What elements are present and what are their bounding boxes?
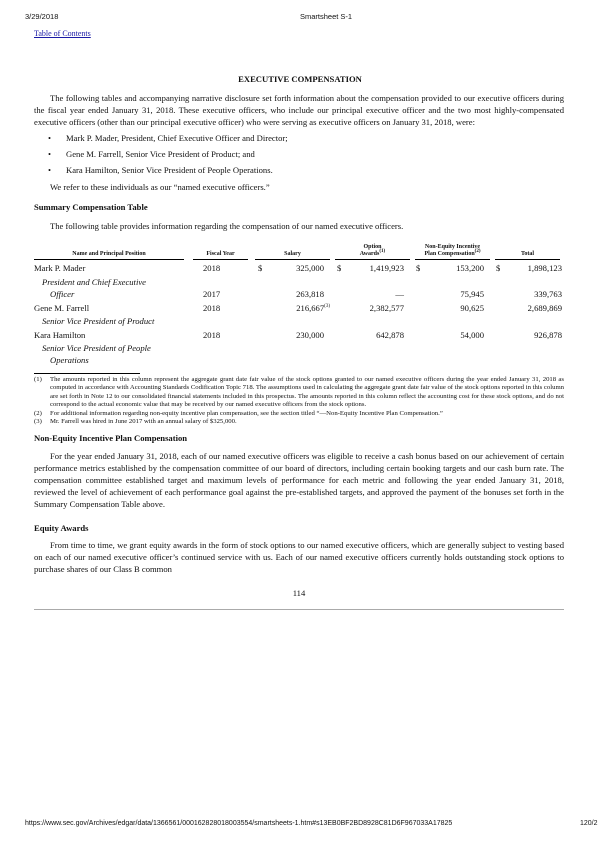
named-officers-note: We refer to these individuals as our “na… [50,182,270,192]
bullet-icon: • [48,165,52,175]
bullet-icon: • [48,149,52,159]
bullet-icon: • [48,133,52,143]
page-divider [34,609,564,611]
equity-heading: Equity Awards [34,523,89,534]
table-of-contents-link[interactable]: Table of Contents [34,29,91,38]
col-header-salary: Salary [255,251,330,260]
footnote-divider [34,373,140,374]
col-header-total: Total [495,251,560,260]
col-header-non-equity: Non-Equity Incentive Plan Compensation(2) [415,244,490,260]
footnote: (3) Mr. Farrell was hired in June 2017 wi… [34,418,237,426]
page-count: 120/2 [580,820,598,827]
col-header-name: Name and Principal Position [34,251,184,260]
salary-with-note: 216,667(3) [296,303,330,313]
page-number: 114 [292,588,306,599]
footnote: (2) For additional information regarding … [34,409,443,417]
summary-intro: The following table provides information… [50,221,404,231]
nei-paragraph: For the year ended January 31, 2018, eac… [34,451,564,510]
page-url: https://www.sec.gov/Archives/edgar/data/… [25,820,453,827]
col-header-year: Fiscal Year [193,251,248,260]
print-date: 3/29/2018 [25,12,59,21]
intro-paragraph: The following tables and accompanying na… [34,93,564,127]
summary-heading: Summary Compensation Table [34,202,148,212]
col-header-option-awards: Option Awards(1) [335,244,410,260]
footnote: (1) The amounts reported in this column r… [34,376,564,409]
equity-paragraph: From time to time, we grant equity award… [34,540,564,575]
nei-heading: Non-Equity Incentive Plan Compensation [34,433,188,444]
print-title: Smartsheet S-1 [300,12,353,21]
lower-content: (1) The amounts reported in this column r… [34,373,564,611]
section-title: EXECUTIVE COMPENSATION [238,74,362,84]
